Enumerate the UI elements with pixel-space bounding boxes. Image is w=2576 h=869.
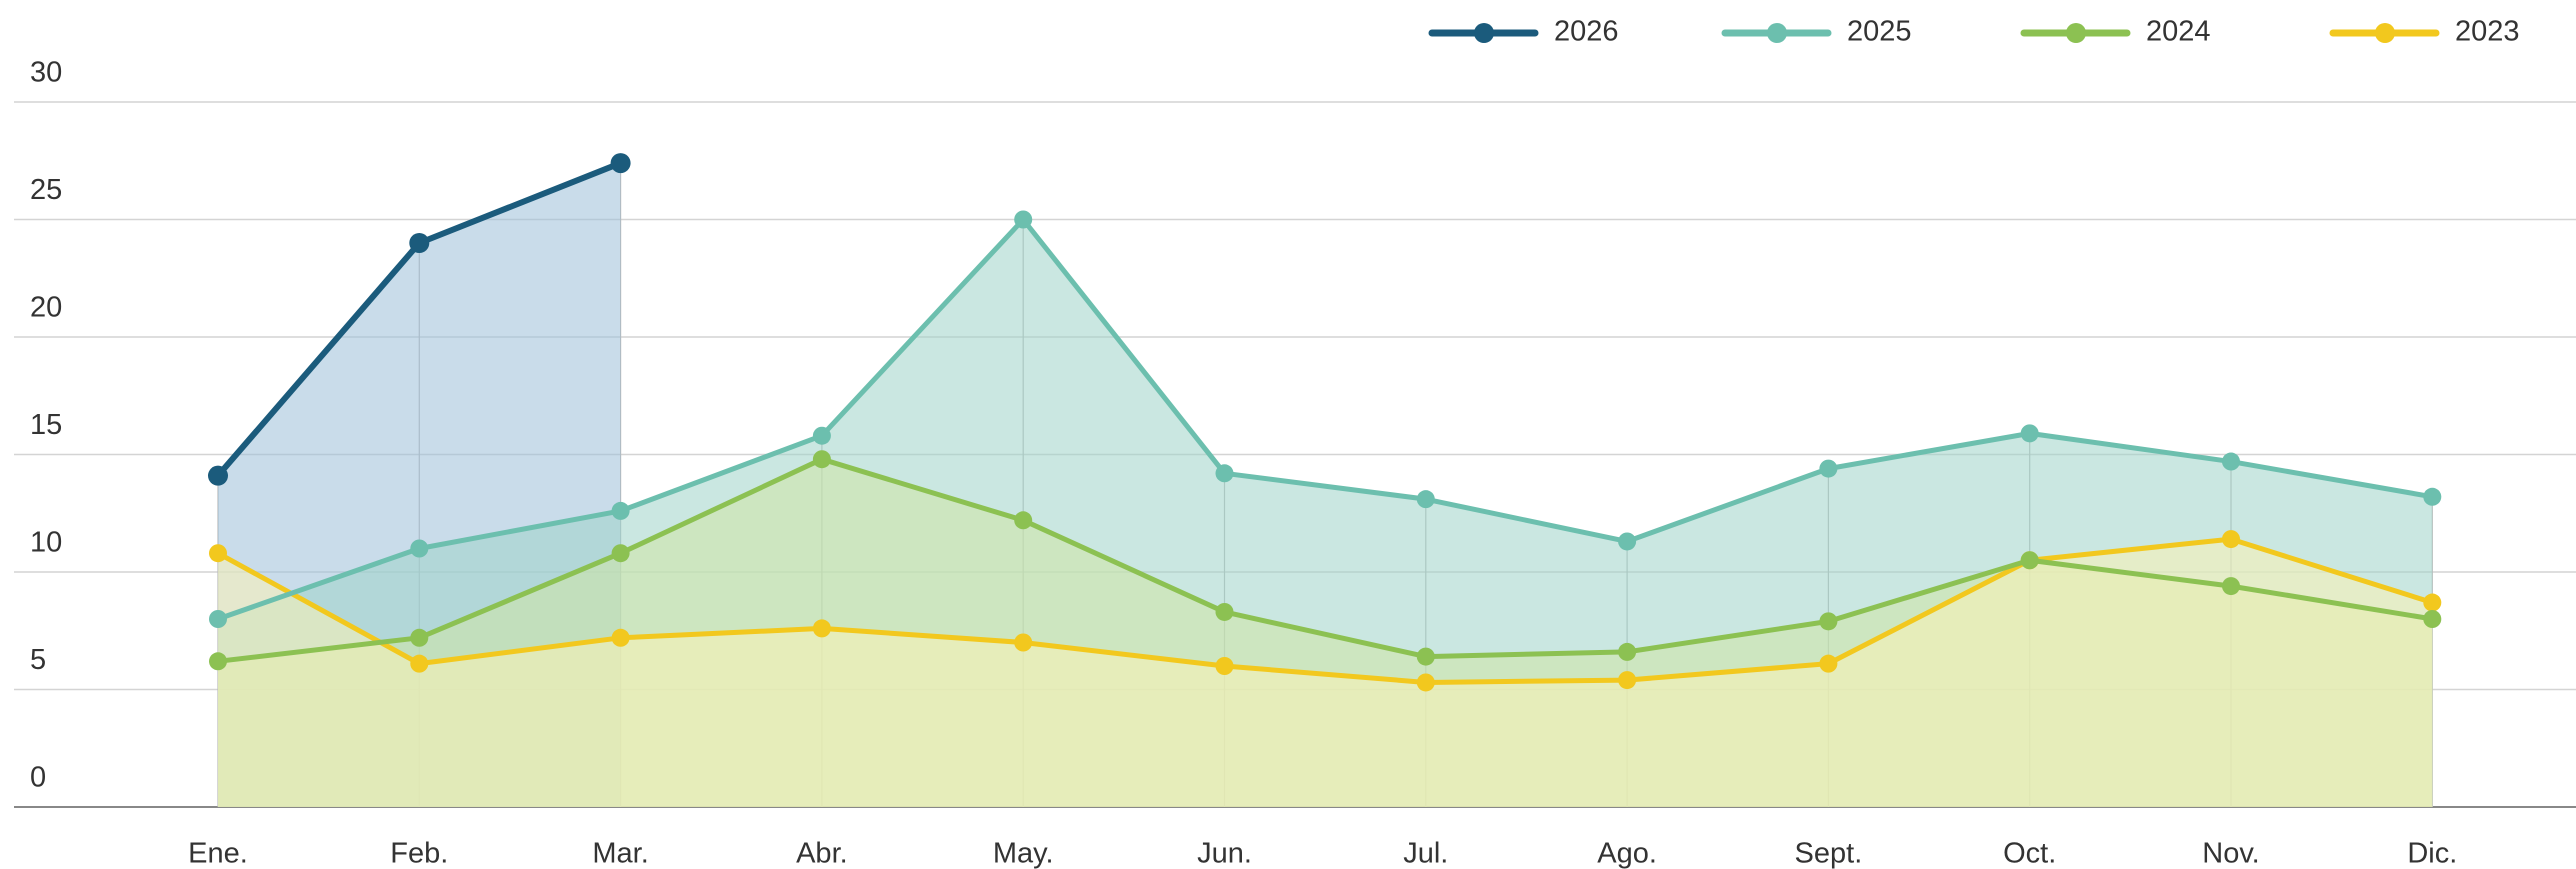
point	[410, 628, 429, 647]
point	[2423, 610, 2442, 628]
point	[209, 610, 227, 628]
point	[2222, 452, 2240, 471]
point	[1819, 459, 1838, 478]
point	[1819, 612, 1838, 631]
point	[1416, 490, 1435, 509]
point	[410, 654, 429, 673]
x-tick-label: Nov.	[2202, 838, 2259, 869]
x-tick-label: Abr.	[796, 838, 848, 869]
point	[812, 450, 831, 469]
x-tick-label: May.	[993, 838, 1054, 869]
y-tick-label: 25	[30, 174, 62, 206]
legend-label: 2026	[1554, 16, 1619, 48]
point	[1618, 532, 1637, 551]
x-tick-label: Sept.	[1795, 838, 1863, 869]
legend-swatch	[2066, 23, 2086, 43]
point	[209, 652, 227, 671]
y-tick-label: 30	[30, 57, 62, 89]
point	[209, 544, 227, 563]
y-tick-label: 15	[30, 409, 62, 441]
point	[2423, 593, 2442, 612]
point	[208, 465, 228, 486]
y-tick-label: 5	[30, 644, 46, 676]
legend-label: 2025	[1847, 16, 1912, 48]
point	[2423, 487, 2442, 506]
point	[1618, 671, 1637, 690]
legend-swatch	[1474, 23, 1494, 43]
y-tick-label: 0	[30, 762, 46, 794]
point	[1416, 647, 1435, 666]
point	[1416, 673, 1435, 692]
point	[1215, 464, 1234, 483]
x-tick-label: Ago.	[1597, 838, 1657, 869]
x-tick-label: Oct.	[2003, 838, 2056, 869]
legend-swatch	[1767, 23, 1787, 43]
legend-swatch	[2375, 23, 2395, 43]
x-tick-label: Jun.	[1197, 838, 1252, 869]
legend-label: 2024	[2146, 16, 2211, 48]
point	[2020, 424, 2039, 443]
point	[1819, 654, 1838, 673]
x-tick-label: Dic.	[2407, 838, 2457, 869]
point	[1014, 511, 1033, 530]
point	[2222, 577, 2240, 596]
line	[217, 217, 2433, 622]
x-tick-label: Feb.	[390, 838, 448, 869]
point	[2222, 530, 2240, 549]
x-tick-label: Jul.	[1403, 838, 1448, 869]
point	[611, 501, 630, 520]
legend-label: 2023	[2455, 16, 2520, 48]
area	[218, 539, 2433, 807]
point	[1014, 210, 1033, 229]
x-tick-label: Mar.	[592, 838, 648, 869]
point	[611, 628, 630, 647]
point	[409, 233, 430, 253]
line	[216, 536, 2434, 685]
point	[410, 539, 429, 558]
point	[1215, 657, 1234, 675]
x-tick-label: Ene.	[188, 838, 248, 869]
point	[1014, 633, 1033, 652]
point	[611, 544, 630, 563]
point	[1215, 602, 1234, 621]
line	[217, 456, 2433, 664]
point	[610, 153, 631, 174]
y-tick-label: 10	[30, 527, 62, 559]
y-tick-label: 20	[30, 292, 62, 324]
point	[2020, 551, 2039, 570]
point	[1618, 642, 1637, 661]
point	[812, 426, 831, 445]
point	[812, 619, 831, 638]
